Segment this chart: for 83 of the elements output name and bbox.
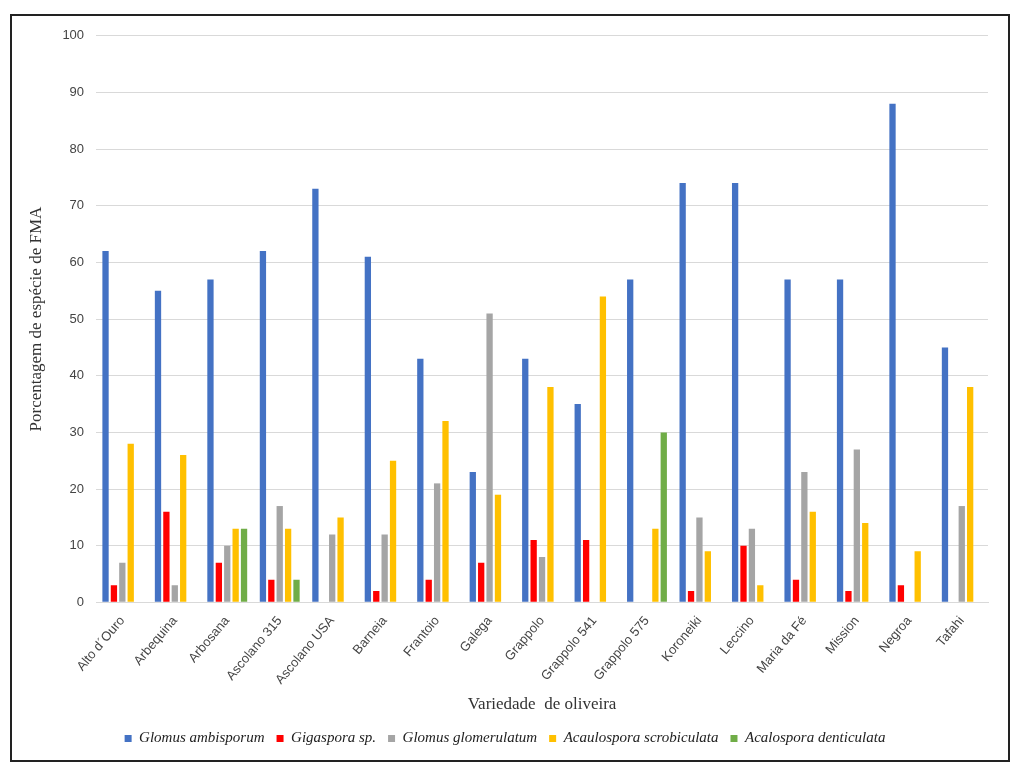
y-tick-label: 40 [69, 367, 85, 383]
bar [329, 534, 336, 602]
bar [486, 313, 493, 602]
bar [941, 347, 949, 602]
bar [757, 585, 764, 602]
legend-label: Glomus glomerulatum [402, 729, 538, 746]
bar [627, 279, 634, 602]
bar [171, 585, 178, 602]
bar [268, 579, 275, 602]
bar [102, 251, 109, 602]
bar [704, 551, 711, 602]
bar [897, 585, 905, 602]
bar [652, 528, 659, 602]
bar [364, 256, 372, 602]
bar [801, 472, 808, 602]
bar [417, 358, 424, 602]
y-tick-label: 10 [69, 537, 85, 553]
bar [425, 579, 432, 602]
legend-label: Glomus ambisporum [139, 729, 265, 746]
bar [967, 387, 974, 602]
bar [748, 528, 756, 602]
bar [836, 279, 844, 602]
y-tick-label: 100 [62, 27, 85, 43]
bar [889, 103, 896, 602]
bar [845, 591, 852, 602]
bar [809, 511, 816, 602]
bar [433, 483, 441, 602]
bar [914, 551, 921, 602]
bar [207, 279, 214, 602]
bar [687, 591, 695, 602]
bar [958, 506, 965, 602]
bar [284, 528, 292, 602]
bar [110, 585, 118, 602]
bar [119, 562, 126, 602]
bar [522, 358, 529, 602]
bar [582, 540, 590, 602]
y-tick-label: 50 [69, 310, 85, 326]
bar [660, 432, 667, 602]
legend-label: Acalospora denticulata [743, 729, 886, 746]
bar [312, 188, 319, 602]
bar [276, 506, 283, 602]
bar [853, 449, 860, 602]
bar [494, 494, 502, 602]
y-axis-title: Porcentagem de espécie de FMA [25, 206, 45, 432]
bar [337, 517, 344, 602]
bar [478, 562, 485, 602]
bar [679, 183, 686, 602]
bar [389, 460, 397, 602]
bar [574, 404, 581, 602]
bar [862, 523, 869, 602]
bar [127, 443, 134, 602]
bar [154, 290, 162, 602]
y-tick-label: 70 [69, 197, 85, 213]
bar [180, 455, 187, 602]
bar [215, 562, 223, 602]
bar [469, 472, 476, 602]
bar [259, 251, 267, 602]
bar [381, 534, 388, 602]
bar [232, 528, 239, 602]
y-tick-label: 90 [69, 84, 85, 100]
y-tick-label: 60 [69, 254, 85, 269]
bar [547, 387, 554, 602]
bar [293, 579, 300, 602]
bar [163, 511, 170, 602]
bar [373, 591, 380, 602]
legend-label: Gigaspora sp. [291, 729, 377, 746]
y-tick-label: 30 [69, 423, 85, 439]
bar [538, 557, 546, 602]
bar [240, 528, 248, 602]
bar [442, 421, 449, 602]
y-tick-label: 20 [69, 480, 85, 496]
bar [530, 540, 537, 602]
bar [599, 296, 607, 602]
bar [696, 517, 703, 602]
bar [784, 279, 791, 602]
bar [224, 545, 231, 602]
x-axis-title: Variedade de oliveira [467, 694, 617, 714]
bar [731, 183, 739, 602]
y-tick-label: 0 [76, 593, 85, 609]
legend-label: Acaulospora scrobiculata [562, 729, 719, 746]
bar [792, 579, 800, 602]
bar [740, 545, 747, 602]
y-tick-label: 80 [69, 140, 85, 156]
